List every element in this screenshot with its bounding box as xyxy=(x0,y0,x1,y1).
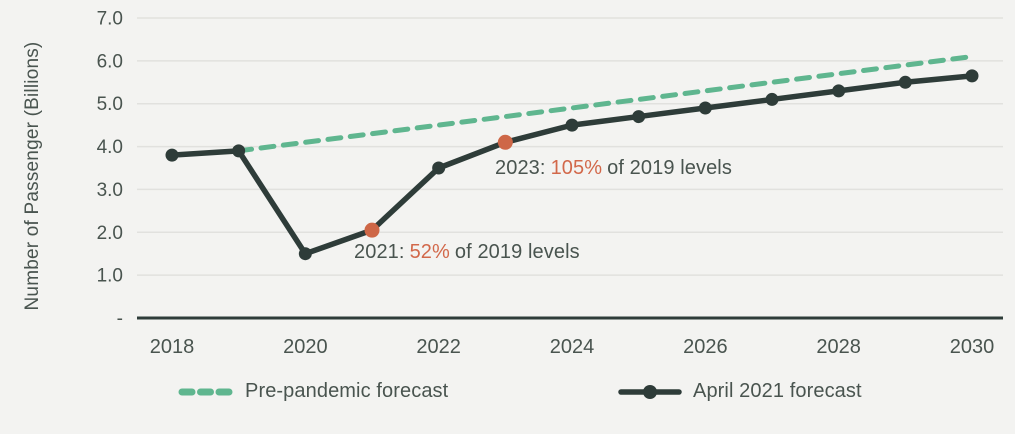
annotation-2021-percent: 52% xyxy=(409,241,450,263)
legend-item-pre-pandemic: Pre-pandemic forecast xyxy=(177,380,448,403)
y-tick-label: 3.0 xyxy=(97,180,123,201)
dashed-line-sample-icon xyxy=(178,388,233,395)
y-tick-label: 1.0 xyxy=(97,266,123,287)
y-axis-title: Number of Passenger (Billions) xyxy=(22,41,43,311)
highlight-marker-2023 xyxy=(497,134,513,150)
data-point-marker-2025 xyxy=(632,110,646,124)
x-tick-label: 2026 xyxy=(683,336,728,358)
data-point-marker-2030 xyxy=(965,69,979,83)
y-tick-label: 2.0 xyxy=(97,223,123,244)
data-point-marker-2020 xyxy=(298,247,312,261)
x-tick-label: 2020 xyxy=(283,336,328,358)
y-tick-label: - xyxy=(117,309,123,330)
annotation-2021: 2021: 52% of 2019 levels xyxy=(354,241,580,264)
legend-label-pre-pandemic: Pre-pandemic forecast xyxy=(245,380,449,402)
data-point-marker-2018 xyxy=(165,148,179,162)
x-tick-label: 2024 xyxy=(550,336,595,358)
annotation-2021-year: 2021: xyxy=(354,241,405,263)
y-tick-label: 4.0 xyxy=(97,137,123,158)
annotation-2021-suffix: of 2019 levels xyxy=(454,241,580,263)
x-tick-label: 2018 xyxy=(150,336,195,358)
data-point-marker-2019 xyxy=(232,144,246,158)
solid-line-dot-sample-icon xyxy=(618,384,682,399)
y-tick-label: 5.0 xyxy=(97,94,123,115)
y-tick-label: 7.0 xyxy=(97,9,123,30)
annotation-2023-suffix: of 2019 levels xyxy=(607,157,732,179)
data-point-marker-2028 xyxy=(832,84,846,98)
x-tick-label: 2030 xyxy=(950,336,995,358)
data-point-marker-2022 xyxy=(432,161,446,175)
annotation-2023-year: 2023: xyxy=(495,157,546,179)
x-tick-label: 2028 xyxy=(816,336,861,358)
x-tick-label: 2022 xyxy=(416,336,461,358)
data-point-marker-2024 xyxy=(565,118,579,132)
highlight-marker-2021 xyxy=(364,222,380,238)
legend-item-april-2021: April 2021 forecast xyxy=(618,380,862,403)
data-point-marker-2029 xyxy=(898,75,912,89)
legend-label-april-2021: April 2021 forecast xyxy=(693,380,862,402)
series-line-pre-pandemic-forecast xyxy=(236,54,975,154)
annotation-2023: 2023: 105% of 2019 levels xyxy=(495,157,732,180)
annotation-2023-percent: 105% xyxy=(550,157,603,179)
data-point-marker-2027 xyxy=(765,92,779,106)
data-point-marker-2026 xyxy=(698,101,712,115)
y-tick-label: 6.0 xyxy=(97,51,123,72)
